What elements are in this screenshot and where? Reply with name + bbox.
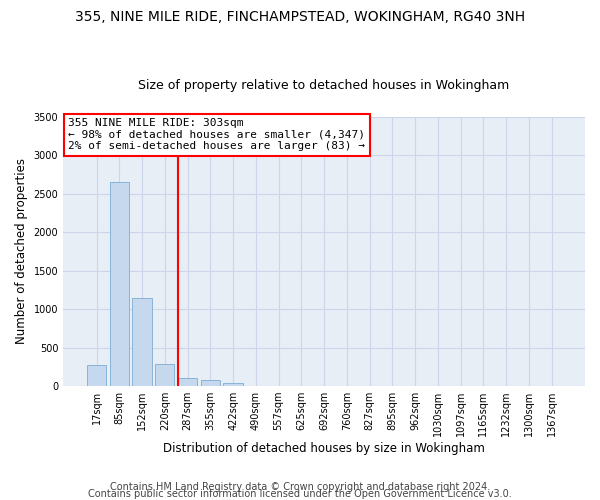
Bar bbox=[133, 298, 152, 386]
Text: Contains public sector information licensed under the Open Government Licence v3: Contains public sector information licen… bbox=[88, 489, 512, 499]
Bar bbox=[223, 382, 243, 386]
X-axis label: Distribution of detached houses by size in Wokingham: Distribution of detached houses by size … bbox=[163, 442, 485, 455]
Bar bbox=[87, 364, 106, 386]
Y-axis label: Number of detached properties: Number of detached properties bbox=[15, 158, 28, 344]
Bar bbox=[155, 364, 175, 386]
Text: Contains HM Land Registry data © Crown copyright and database right 2024.: Contains HM Land Registry data © Crown c… bbox=[110, 482, 490, 492]
Bar bbox=[200, 380, 220, 386]
Bar bbox=[178, 378, 197, 386]
Text: 355 NINE MILE RIDE: 303sqm
← 98% of detached houses are smaller (4,347)
2% of se: 355 NINE MILE RIDE: 303sqm ← 98% of deta… bbox=[68, 118, 365, 152]
Bar bbox=[110, 182, 129, 386]
Text: 355, NINE MILE RIDE, FINCHAMPSTEAD, WOKINGHAM, RG40 3NH: 355, NINE MILE RIDE, FINCHAMPSTEAD, WOKI… bbox=[75, 10, 525, 24]
Title: Size of property relative to detached houses in Wokingham: Size of property relative to detached ho… bbox=[139, 79, 510, 92]
